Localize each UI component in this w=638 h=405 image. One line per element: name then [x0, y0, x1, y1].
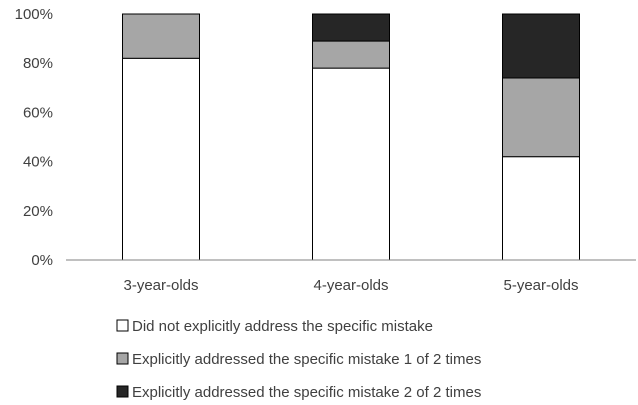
bar-5-year-olds-series-2 [502, 77, 580, 158]
bar-3-year-olds-series-1 [122, 57, 200, 261]
legend-swatch-1 [116, 319, 129, 332]
y-tick-label: 100% [15, 6, 53, 23]
bar-4-year-olds-series-1 [312, 67, 390, 261]
x-tick-label-4-year-olds: 4-year-olds [313, 277, 388, 294]
bar-4-year-olds-series-2 [312, 40, 390, 69]
y-tick-label: 20% [23, 203, 53, 220]
y-tick-label: 40% [23, 154, 53, 171]
y-tick-label: 80% [23, 55, 53, 72]
y-axis-tick-labels: 0% 20% 40% 60% 80% 100% [15, 6, 53, 269]
legend-swatch-3 [116, 385, 129, 398]
x-tick-label-5-year-olds: 5-year-olds [503, 277, 578, 294]
legend-label-2: Explicitly addressed the specific mistak… [132, 351, 481, 368]
legend-label-3: Explicitly addressed the specific mistak… [132, 384, 481, 401]
legend: Did not explicitly address the specific … [116, 318, 481, 401]
legend-label-1: Did not explicitly address the specific … [132, 318, 433, 335]
bar-5-year-olds-series-1 [502, 156, 580, 261]
y-tick-label: 60% [23, 104, 53, 121]
y-tick-label: 0% [31, 252, 53, 269]
bar-4-year-olds-series-3 [312, 13, 390, 42]
x-tick-label-3-year-olds: 3-year-olds [123, 277, 198, 294]
x-axis-tick-labels: 3-year-olds 4-year-olds 5-year-olds [123, 277, 578, 294]
bar-5-year-olds-series-3 [502, 13, 580, 79]
legend-swatch-2 [116, 352, 129, 365]
bars [122, 13, 580, 261]
bar-3-year-olds-series-2 [122, 13, 200, 59]
